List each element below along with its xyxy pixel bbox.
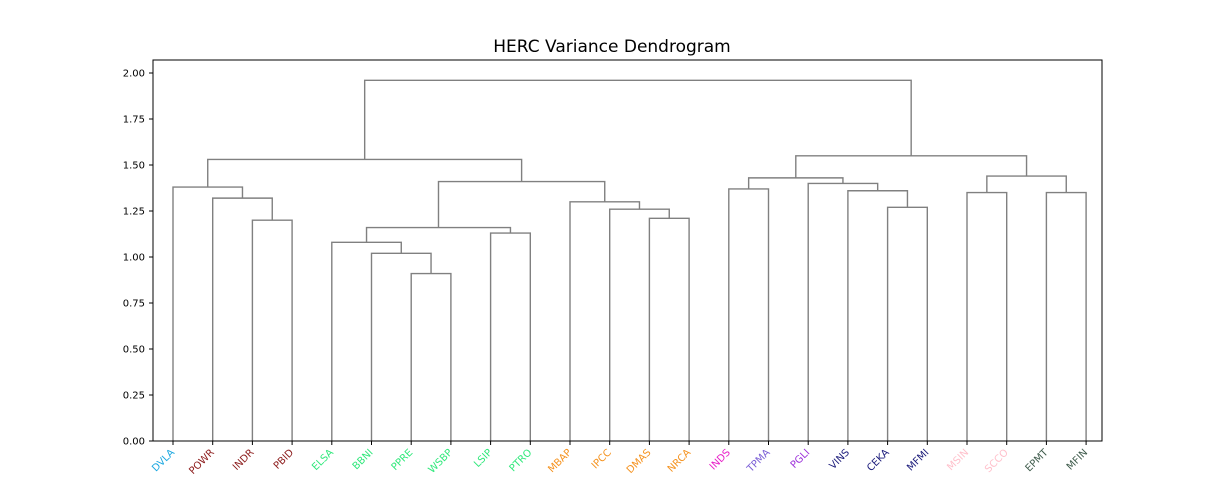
- leaf-label: PBID: [272, 447, 297, 472]
- leaf-label: PTRO: [508, 447, 535, 474]
- leaf-label: EPMT: [1024, 447, 1052, 475]
- dendrogram-link: [410, 272, 452, 441]
- leaf-label: MFIN: [1065, 447, 1090, 472]
- leaf-label: VINS: [828, 447, 852, 471]
- y-tick-label: 0.50: [123, 345, 145, 356]
- dendrogram-link: [251, 219, 293, 441]
- leaf-label: MBAP: [546, 447, 574, 475]
- dendrogram-link: [807, 182, 879, 441]
- dendrogram-link: [1045, 191, 1087, 441]
- y-tick-label: 0.00: [123, 437, 145, 448]
- y-tick-label: 1.00: [123, 253, 145, 264]
- leaf-label: TPMA: [745, 447, 773, 475]
- dendrogram-link: [363, 79, 912, 160]
- y-tick-label: 0.25: [123, 391, 145, 402]
- leaf-label: BBNI: [351, 447, 376, 472]
- y-axis: 0.00 0.25 0.50 0.75 1.00 1.25 1.50 1.75 2.00: [123, 69, 153, 448]
- leaf-label: NRCA: [666, 447, 694, 475]
- leaf-label: POWR: [187, 447, 217, 477]
- leaf-label: MFMI: [905, 447, 931, 473]
- leaf-label: DMAS: [625, 447, 654, 476]
- dendrogram-link: [847, 190, 909, 441]
- dendrogram-link: [569, 201, 641, 441]
- dendrogram-link: [207, 158, 523, 188]
- dendrogram-link: [489, 232, 531, 441]
- dendrogram-link: [648, 217, 690, 441]
- leaf-label: WSBP: [427, 447, 455, 475]
- leaf-label: IPCC: [590, 447, 614, 471]
- dendrogram-link: [365, 226, 512, 243]
- x-axis: DVLA POWR INDR PBID ELSA BBNI PPRE WSBP LSIP PTRO…: [150, 441, 1090, 477]
- dendrogram-link: [966, 191, 1008, 441]
- dendrogram-link: [331, 241, 402, 441]
- dendrogram-link: [370, 252, 432, 441]
- y-tick-label: 2.00: [123, 69, 145, 80]
- leaf-label: PPRE: [390, 447, 416, 473]
- leaf-label: CEKA: [865, 447, 892, 474]
- y-tick-label: 0.75: [123, 299, 145, 310]
- dendrogram-link: [728, 188, 770, 441]
- plot-frame: [152, 59, 1103, 442]
- leaf-label: DVLA: [150, 447, 177, 474]
- dendrogram-link: [437, 180, 606, 228]
- leaf-label: INDS: [708, 447, 733, 472]
- y-tick-label: 1.75: [123, 115, 145, 126]
- leaf-label: MSIN: [945, 447, 971, 473]
- dendrogram-links: [172, 79, 1087, 441]
- dendrogram-link: [986, 175, 1067, 193]
- leaf-label: PGLI: [789, 447, 813, 471]
- leaf-label: INDR: [231, 447, 257, 473]
- y-tick-label: 1.50: [123, 161, 145, 172]
- dendrogram-link: [212, 197, 273, 441]
- y-tick-label: 1.25: [123, 207, 145, 218]
- leaf-label: SCCO: [983, 447, 1011, 475]
- dendrogram-link: [795, 155, 1028, 178]
- dendrogram-link: [172, 186, 244, 441]
- leaf-label: ELSA: [310, 447, 336, 473]
- dendrogram-link: [609, 208, 670, 441]
- chart-title: HERC Variance Dendrogram: [493, 37, 731, 57]
- leaf-label: LSIP: [472, 447, 495, 470]
- dendrogram-link: [886, 206, 928, 441]
